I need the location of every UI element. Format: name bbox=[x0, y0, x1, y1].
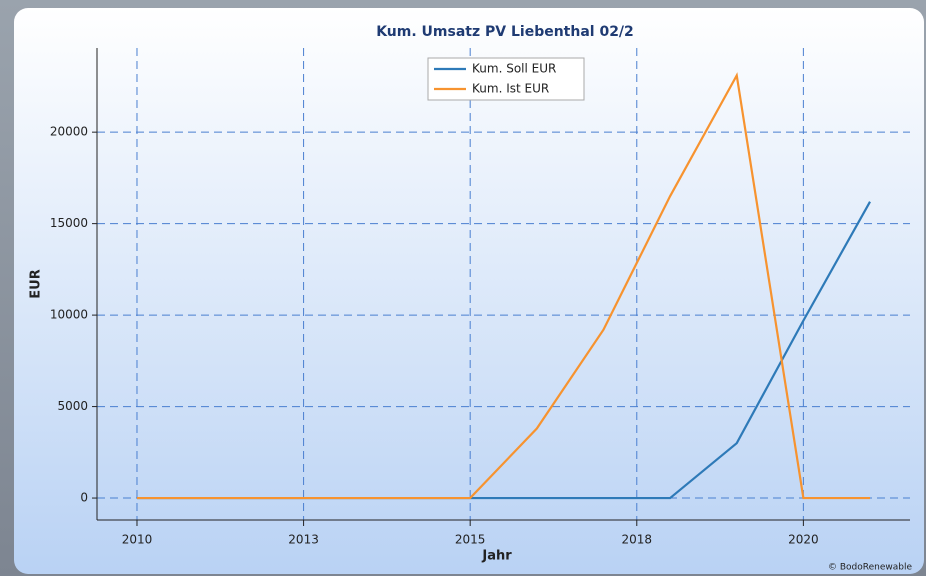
legend-box bbox=[427, 57, 585, 101]
x-tick-label: 2013 bbox=[288, 533, 319, 547]
y-axis-label: EUR bbox=[29, 269, 44, 298]
credit: © BodoRenewable bbox=[828, 563, 912, 573]
y-tick-label: 20000 bbox=[50, 125, 88, 139]
legend-label: Kum. Soll EUR bbox=[472, 62, 556, 76]
y-tick-label: 5000 bbox=[57, 399, 88, 413]
chart-title: Kum. Umsatz PV Liebenthal 02/2 bbox=[376, 24, 634, 40]
y-tick-label: 0 bbox=[80, 491, 88, 505]
y-tick-label: 10000 bbox=[50, 308, 88, 322]
x-tick-label: 2018 bbox=[622, 533, 653, 547]
series-line bbox=[136, 72, 871, 500]
x-tick-label: 2015 bbox=[455, 533, 486, 547]
legend: Kum. Soll EUR Kum. Ist EUR bbox=[427, 57, 585, 101]
y-tick-label: 15000 bbox=[50, 216, 88, 230]
x-tick-label: 2010 bbox=[122, 533, 153, 547]
x-axis-label: Jahr bbox=[481, 549, 512, 564]
x-tick-label: 2020 bbox=[788, 533, 819, 547]
legend-label: Kum. Ist EUR bbox=[472, 82, 549, 96]
